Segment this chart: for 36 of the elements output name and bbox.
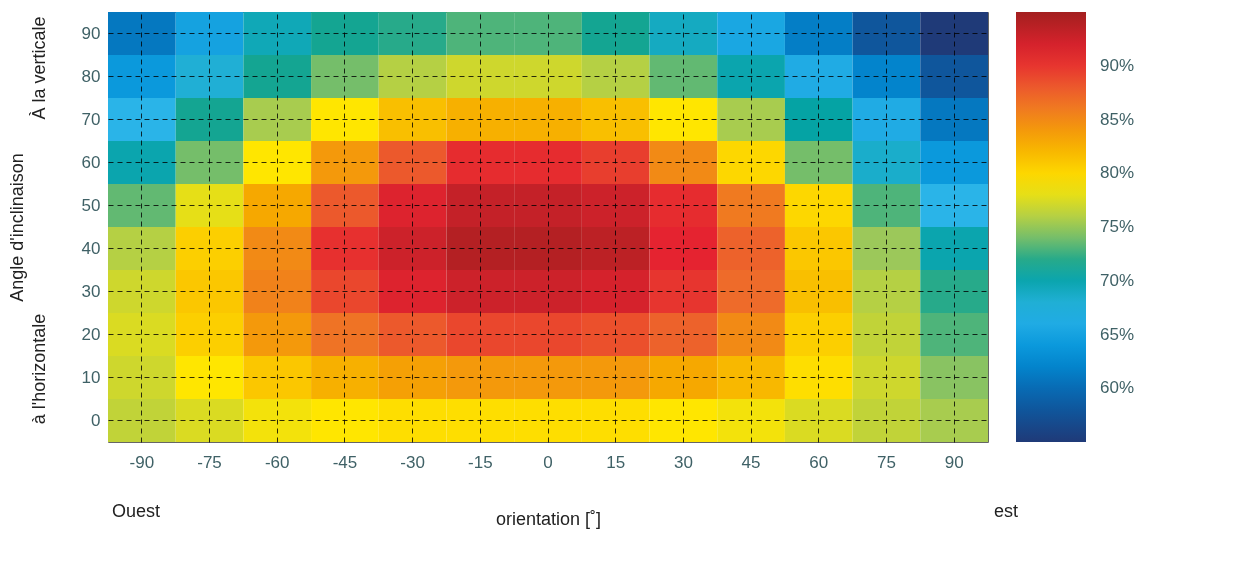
color-bar-label: 60% bbox=[1100, 378, 1135, 398]
x-tick-label: 30 bbox=[673, 452, 693, 472]
y-tick-label: 0 bbox=[91, 410, 101, 430]
y-tick-label: 50 bbox=[81, 195, 101, 215]
x-tick-label: -15 bbox=[468, 452, 493, 472]
color-bar-label: 75% bbox=[1100, 217, 1135, 236]
text: À la verticale bbox=[29, 16, 49, 120]
x-tick-label: 15 bbox=[606, 452, 626, 472]
x-tick-label: -45 bbox=[332, 452, 358, 472]
x-tick-label: 45 bbox=[741, 452, 761, 472]
color-bar-label: 85% bbox=[1100, 109, 1135, 129]
color-bar-label: 65% bbox=[1100, 324, 1135, 344]
y-tick-label: 10 bbox=[81, 367, 101, 387]
y-tick-label: 20 bbox=[81, 324, 101, 344]
color-bar-label: 80% bbox=[1100, 163, 1135, 183]
text: Ouest bbox=[111, 501, 161, 521]
x-axis-title: orientation [˚] bbox=[495, 508, 602, 529]
y-tick-label: 60 bbox=[81, 152, 101, 172]
x-tick-label: 0 bbox=[543, 452, 553, 472]
x-tick-label: 60 bbox=[809, 452, 829, 472]
text: à l'horizontale bbox=[29, 313, 49, 425]
y-tick-label: 70 bbox=[81, 109, 101, 129]
y-tick-label: 90 bbox=[81, 23, 101, 43]
x-tick-label: 75 bbox=[877, 452, 896, 472]
color-bar-label: 70% bbox=[1100, 270, 1135, 290]
text: est bbox=[993, 501, 1019, 521]
color-bar-label: 90% bbox=[1100, 55, 1135, 75]
y-tick-label: 40 bbox=[81, 238, 101, 258]
x-tick-label: -90 bbox=[129, 452, 155, 472]
y-axis-title: Angle d'inclinaison bbox=[6, 153, 27, 302]
y-tick-label: 80 bbox=[81, 66, 101, 86]
x-tick-label: -75 bbox=[197, 452, 222, 472]
x-tick-label: 90 bbox=[944, 452, 964, 472]
y-tick-label: 30 bbox=[81, 281, 101, 301]
x-tick-label: -60 bbox=[264, 452, 290, 472]
x-tick-label: -30 bbox=[400, 452, 425, 472]
